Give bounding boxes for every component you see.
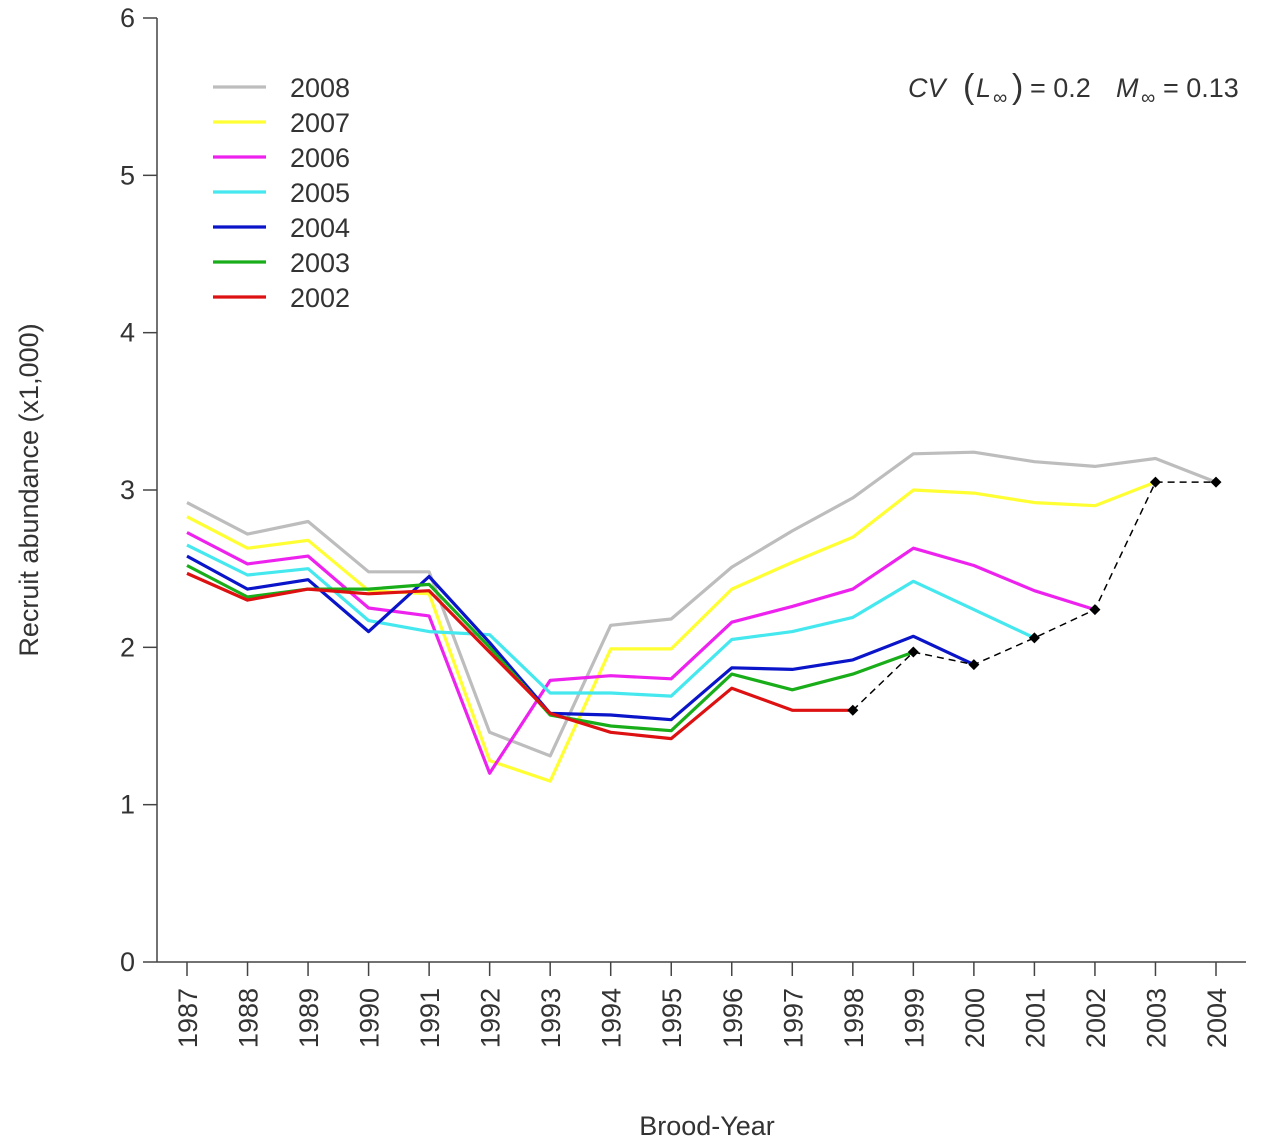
x-tick-label: 1993 (536, 988, 566, 1048)
terminal-point (1210, 476, 1222, 488)
annotation-linf: L (976, 73, 991, 103)
axes: 0 1 2 3 4 5 6 1987 1988 1989 1990 1991 1992 1993 1994 1… (120, 3, 1246, 1048)
y-tick-label: 6 (120, 3, 135, 33)
annotation-paren-open: ( (963, 68, 975, 106)
legend-label-2007: 2007 (290, 108, 350, 138)
terminal-point (847, 704, 859, 716)
x-tick-label: 1992 (476, 988, 506, 1048)
series-lines (186, 450, 1217, 783)
x-tick-label: 1991 (415, 988, 445, 1048)
legend: 2008 2007 2006 2005 2004 2003 2002 (213, 73, 350, 313)
x-tick-label: 2000 (960, 988, 990, 1048)
y-tick-label: 3 (120, 475, 135, 505)
terminal-point (1028, 632, 1040, 644)
x-tick-label: 2002 (1081, 988, 1111, 1048)
x-tick-label: 1994 (597, 988, 627, 1048)
terminal-point (907, 646, 919, 658)
series-line-2002 (186, 571, 853, 741)
legend-label-2008: 2008 (290, 73, 350, 103)
y-tick-label: 2 (120, 632, 135, 662)
series-line-2007 (186, 480, 1157, 783)
y-tick-label: 5 (120, 160, 135, 190)
y-tick-label: 0 (120, 947, 135, 977)
terminal-estimates (847, 476, 1222, 716)
terminal-point (1089, 604, 1101, 616)
series-line-2005 (186, 543, 1036, 698)
annotation-paren-close: ) (1012, 68, 1023, 106)
legend-label-2002: 2002 (290, 283, 350, 313)
terminal-dashed-line (852, 481, 1216, 711)
annotation-linf-subscript: ∞ (993, 87, 1007, 109)
y-axis-label: Recruit abundance (x1,000) (14, 323, 44, 656)
annotation-cv-value: = 0.2 (1030, 73, 1091, 103)
series-line-2008 (186, 450, 1217, 758)
annotation-cv: CV (908, 73, 948, 103)
x-tick-label: 2001 (1020, 988, 1050, 1048)
annotation-m-value: = 0.13 (1163, 73, 1239, 103)
series-line-2004 (186, 554, 975, 722)
legend-label-2006: 2006 (290, 143, 350, 173)
x-tick-label: 1997 (778, 988, 808, 1048)
x-tick-label: 1988 (234, 988, 264, 1048)
x-tick-label: 1987 (173, 988, 203, 1048)
legend-label-2004: 2004 (290, 213, 350, 243)
x-tick-label: 1996 (718, 988, 748, 1048)
annotation-m-subscript: ∞ (1141, 87, 1155, 109)
x-axis-label: Brood-Year (639, 1111, 775, 1141)
annotation-m: M (1116, 73, 1139, 103)
series-line-2006 (186, 531, 1096, 775)
x-tick-label: 1998 (839, 988, 869, 1048)
y-tick-label: 4 (120, 318, 135, 348)
y-tick-label: 1 (120, 790, 135, 820)
terminal-point (1149, 476, 1161, 488)
legend-label-2003: 2003 (290, 248, 350, 278)
x-tick-label: 1999 (899, 988, 929, 1048)
legend-label-2005: 2005 (290, 178, 350, 208)
x-tick-label: 2004 (1202, 988, 1232, 1048)
x-tick-label: 1989 (294, 988, 324, 1048)
x-tick-label: 1990 (355, 988, 385, 1048)
x-tick-label: 1995 (657, 988, 687, 1048)
x-tick-label: 2003 (1141, 988, 1171, 1048)
terminal-point (968, 659, 980, 671)
